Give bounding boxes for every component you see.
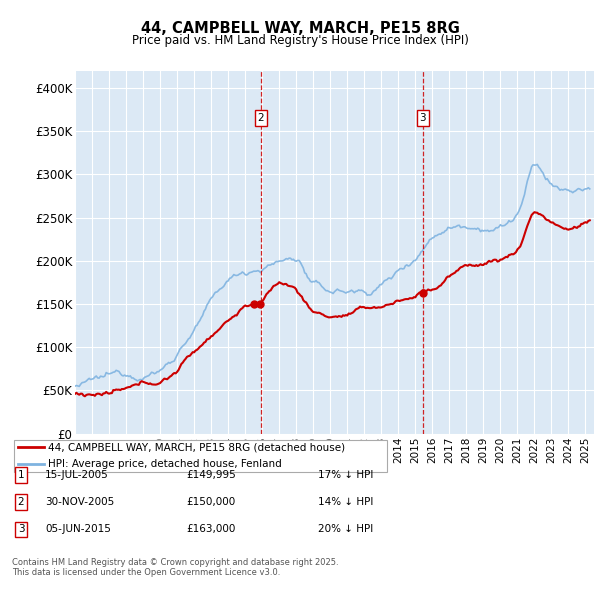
Text: 2: 2 [257, 113, 264, 123]
Text: Contains HM Land Registry data © Crown copyright and database right 2025.
This d: Contains HM Land Registry data © Crown c… [12, 558, 338, 577]
FancyBboxPatch shape [14, 440, 388, 473]
Text: HPI: Average price, detached house, Fenland: HPI: Average price, detached house, Fenl… [48, 458, 281, 468]
Text: 17% ↓ HPI: 17% ↓ HPI [318, 470, 373, 480]
Text: 44, CAMPBELL WAY, MARCH, PE15 8RG: 44, CAMPBELL WAY, MARCH, PE15 8RG [140, 21, 460, 35]
Text: 3: 3 [419, 113, 426, 123]
Text: 3: 3 [17, 525, 25, 534]
Text: £163,000: £163,000 [186, 525, 235, 534]
Text: 30-NOV-2005: 30-NOV-2005 [45, 497, 114, 507]
Text: 20% ↓ HPI: 20% ↓ HPI [318, 525, 373, 534]
Text: £149,995: £149,995 [186, 470, 236, 480]
Text: Price paid vs. HM Land Registry's House Price Index (HPI): Price paid vs. HM Land Registry's House … [131, 34, 469, 47]
Text: 15-JUL-2005: 15-JUL-2005 [45, 470, 109, 480]
Text: 05-JUN-2015: 05-JUN-2015 [45, 525, 111, 534]
Text: £150,000: £150,000 [186, 497, 235, 507]
Text: 14% ↓ HPI: 14% ↓ HPI [318, 497, 373, 507]
Text: 44, CAMPBELL WAY, MARCH, PE15 8RG (detached house): 44, CAMPBELL WAY, MARCH, PE15 8RG (detac… [48, 442, 345, 452]
Text: 2: 2 [17, 497, 25, 507]
Text: 1: 1 [17, 470, 25, 480]
